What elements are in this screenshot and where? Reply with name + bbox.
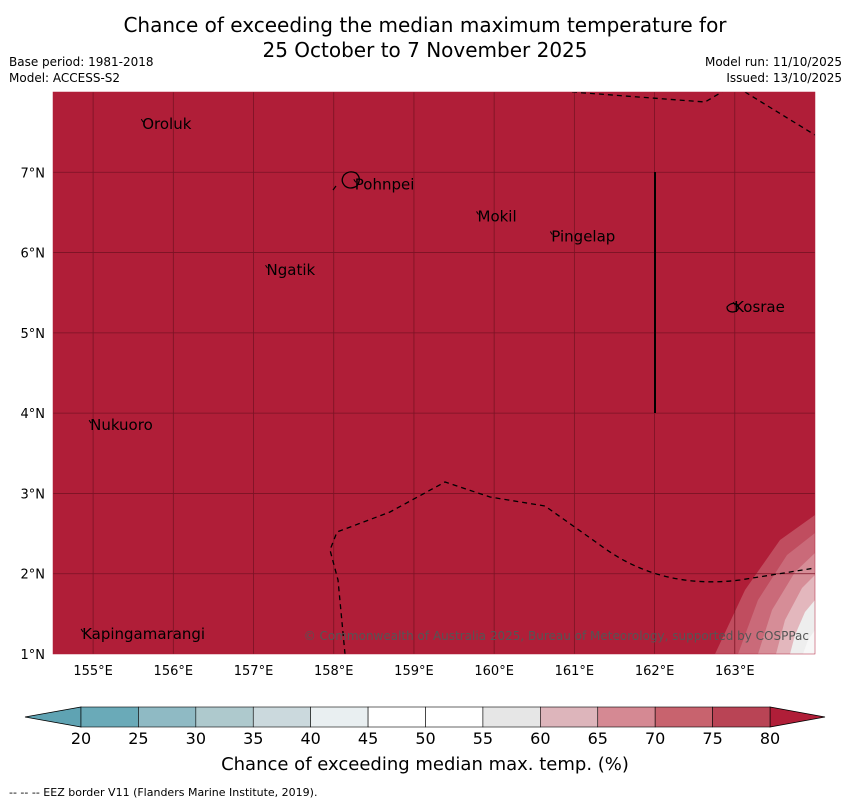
colorbar-segment	[425, 706, 484, 728]
colorbar-tick: 55	[472, 729, 494, 748]
lat-tick-label: 3°N	[21, 487, 46, 502]
place-label: Pohnpei	[355, 175, 415, 193]
place-marker	[140, 118, 144, 123]
colorbar-label: Chance of exceeding median max. temp. (%…	[221, 754, 629, 775]
pohnpei-island-shape	[341, 171, 360, 189]
base-period: Base period: 1981-2018	[9, 55, 154, 69]
place-label: Oroluk	[142, 115, 191, 133]
place-label: Kosrae	[734, 298, 785, 316]
colorbar-segment	[597, 706, 656, 728]
colorbar-segment	[654, 706, 713, 728]
eez-borders	[329, 92, 815, 654]
colorbar-segment	[195, 706, 254, 728]
colorbar-segment	[310, 706, 369, 728]
map-axis-labels: 155°E 156°E 157°E 158°E 159°E 160°E 161°E 162°E…	[21, 166, 755, 679]
place-marker	[732, 301, 736, 306]
colorbar-tick: 20	[70, 729, 92, 748]
lon-tick-label: 156°E	[154, 664, 194, 679]
colorbar-tick: 35	[243, 729, 264, 748]
colorbar-segment	[367, 706, 426, 728]
lat-tick-label: 5°N	[21, 327, 46, 342]
colorbar	[24, 706, 826, 728]
colorbar-tick: 25	[128, 729, 149, 748]
colorbar-under-arrow	[24, 706, 82, 728]
colorbar-segment	[138, 706, 197, 728]
lower-probability-contours	[715, 515, 815, 654]
colorbar-tick: 40	[300, 729, 321, 748]
lat-tick-label: 4°N	[21, 407, 46, 422]
colorbar-segment	[712, 706, 771, 728]
lon-tick-label: 160°E	[474, 664, 514, 679]
colorbar-tick: 50	[415, 729, 436, 748]
colorbar-tick: 30	[185, 729, 206, 748]
lon-tick-label: 162°E	[635, 664, 675, 679]
place-label: Nukuoro	[90, 416, 153, 434]
lon-tick-label: 157°E	[234, 664, 274, 679]
meta-right: Model run: 11/10/2025 Issued: 13/10/2025	[705, 54, 842, 86]
place-label: Mokil	[478, 207, 517, 225]
colorbar-segment	[540, 706, 599, 728]
colorbar-tick: 60	[530, 729, 551, 748]
meta-left: Base period: 1981-2018 Model: ACCESS-S2	[9, 54, 154, 86]
colorbar-segment	[252, 706, 311, 728]
lon-tick-label: 163°E	[715, 664, 755, 679]
model-run: Model run: 11/10/2025	[704, 55, 842, 69]
title-line-1: Chance of exceeding the median maximum t…	[123, 13, 727, 37]
issued-date: Issued: 13/10/2025	[726, 71, 842, 85]
place-marker	[265, 264, 268, 269]
lat-tick-label: 2°N	[21, 568, 46, 583]
place-marker	[80, 628, 84, 633]
place-marker	[549, 231, 553, 235]
title-line-2: 25 October to 7 November 2025	[262, 38, 588, 62]
colorbar-tick: 70	[644, 729, 666, 748]
place-label: Kapingamarangi	[82, 625, 205, 643]
lat-tick-label: 1°N	[21, 648, 46, 663]
place-marker	[476, 211, 479, 215]
map-background	[53, 92, 815, 654]
chart-title: Chance of exceeding the median maximum t…	[0, 13, 850, 63]
colorbar-tick-labels: 20 25 30 35 40 45 50 55 60 65 70 75 80	[0, 729, 850, 751]
map-frame	[52, 91, 816, 655]
lon-tick-label: 161°E	[555, 664, 595, 679]
colorbar-segment	[80, 706, 139, 728]
kosrae-island-shape	[726, 302, 740, 313]
lon-tick-label: 159°E	[394, 664, 434, 679]
place-labels: Oroluk Pohnpei Mokil Pingelap Ngatik Kosrae Nu…	[80, 115, 785, 643]
colorbar-tick: 65	[587, 729, 608, 748]
colorbar-over-arrow	[769, 706, 826, 728]
lat-tick-label: 6°N	[21, 247, 46, 262]
place-marker	[353, 179, 357, 183]
colorbar-segment	[482, 706, 541, 728]
map-gridlines	[53, 92, 815, 654]
copyright-credit: © Commonwealth of Australia 2025, Bureau…	[304, 629, 809, 643]
ant-atoll-shape	[332, 185, 337, 191]
place-label: Ngatik	[267, 261, 316, 279]
eez-footnote: -- -- -- EEZ border V11 (Flanders Marine…	[9, 786, 318, 799]
lon-tick-label: 158°E	[314, 664, 354, 679]
lon-tick-label: 155°E	[73, 664, 113, 679]
colorbar-tick: 45	[357, 729, 379, 748]
place-marker	[88, 419, 92, 424]
colorbar-tick: 75	[702, 729, 723, 748]
colorbar-tick: 80	[759, 729, 781, 748]
place-label: Pingelap	[551, 228, 615, 246]
lat-tick-label: 7°N	[21, 166, 46, 181]
model-name: Model: ACCESS-S2	[9, 71, 121, 85]
